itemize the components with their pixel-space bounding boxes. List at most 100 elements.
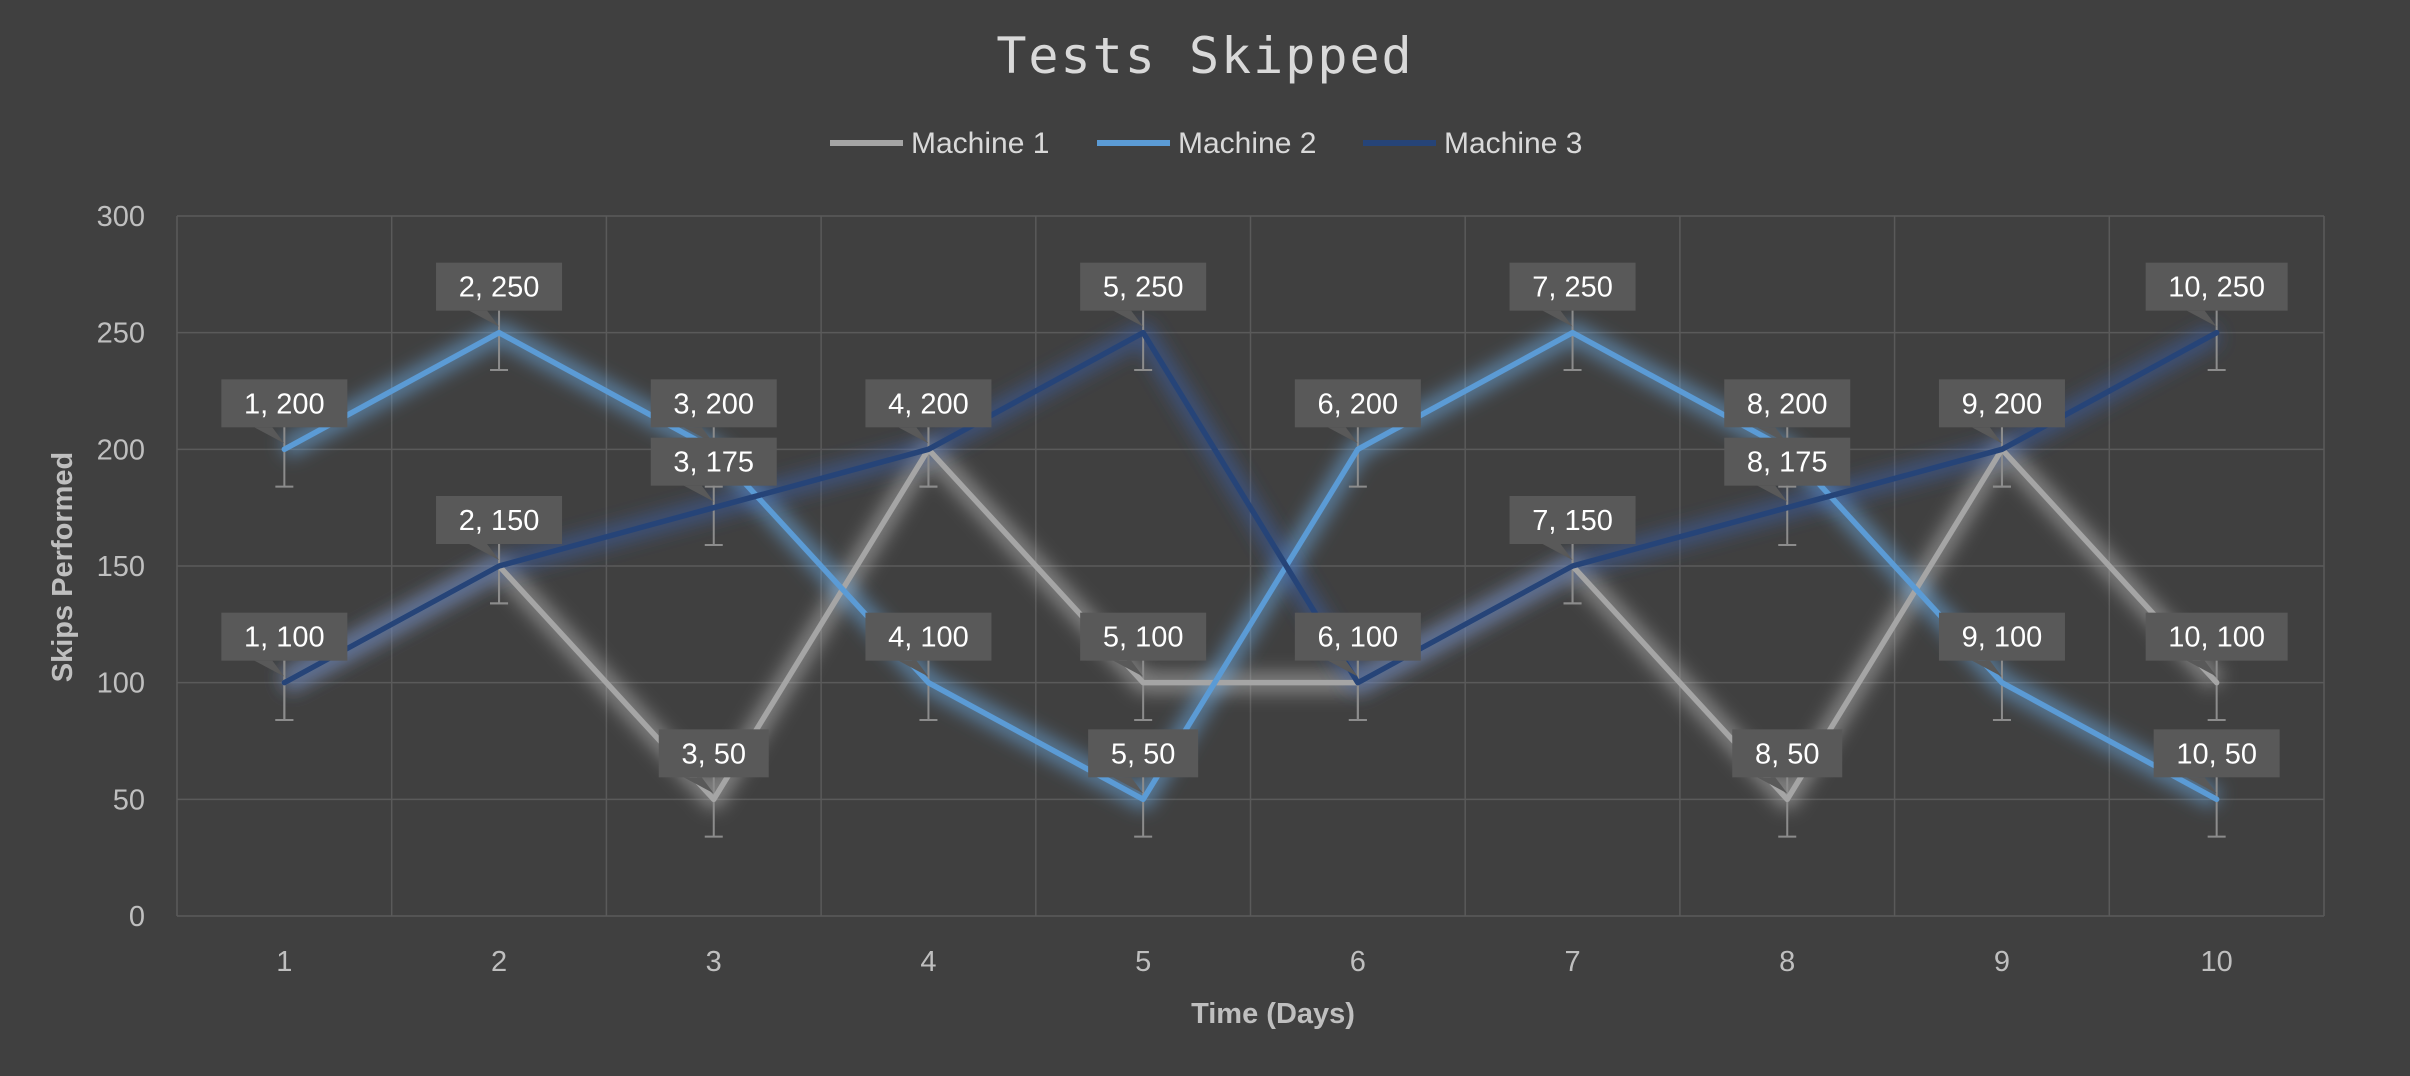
data-label: 5, 100 [1080,612,1207,677]
data-label-text: 1, 100 [244,622,325,654]
data-label-text: 5, 50 [1111,738,1176,770]
y-tick-label: 100 [97,668,145,700]
data-label-box [1938,379,2065,428]
x-tick-label: 1 [276,946,292,978]
data-label-text: 3, 200 [673,388,754,420]
data-label: 2, 150 [436,496,563,560]
y-tick-label: 250 [97,318,145,350]
data-label-pointer [898,427,929,444]
y-axis-ticks: 0 50 100 150 200 250 300 [97,201,145,933]
data-label-box [1080,262,1207,311]
data-label-box [436,496,563,544]
data-label: 1, 200 [221,379,348,444]
data-label: 10, 250 [2145,262,2288,327]
data-label-pointer [683,777,714,794]
data-label-text: 8, 175 [1747,447,1828,479]
data-label-box [1080,612,1207,661]
data-label-pointer [1113,310,1144,327]
data-label-pointer [1542,544,1573,560]
data-label-text: 6, 100 [1318,622,1399,654]
data-label-box [2145,612,2288,661]
data-label: 8, 175 [1724,437,1851,502]
x-tick-label: 7 [1564,946,1580,978]
data-label-pointer [1113,777,1144,794]
data-label: 2, 250 [436,262,563,327]
x-tick-label: 5 [1135,946,1151,978]
data-label-pointer [469,310,500,327]
y-tick-label: 200 [97,434,145,466]
data-label-pointer [2186,310,2217,327]
data-label-box [436,262,563,311]
data-label-box [1509,496,1636,544]
data-label-box [2153,729,2280,778]
data-label-text: 5, 250 [1103,272,1184,304]
data-label: 7, 250 [1509,262,1636,327]
data-label-text: 5, 100 [1103,622,1184,654]
data-label-text: 3, 50 [682,738,747,770]
data-labels: 1, 100 2, 150 3, 50 4, 200 5, 100 6, 100 7, 15… [221,262,2288,794]
data-label-box [221,379,348,428]
data-label-text: 8, 50 [1755,738,1820,770]
legend-label: Machine 2 [1178,127,1316,160]
data-label: 3, 200 [650,379,777,444]
data-label: 10, 50 [2153,729,2280,794]
data-label-pointer [1971,660,2002,677]
data-label: 1, 100 [221,612,348,677]
data-label-text: 10, 100 [2168,622,2265,654]
data-label-box [658,729,769,778]
data-label: 4, 100 [865,612,992,677]
data-label-pointer [1542,310,1573,327]
data-label-text: 3, 175 [673,447,754,479]
data-label: 3, 50 [658,729,769,794]
y-tick-label: 0 [129,901,145,933]
data-label-pointer [469,544,500,560]
data-label-pointer [254,427,285,444]
data-label: 3, 175 [650,437,777,502]
data-label-pointer [1757,777,1788,794]
x-tick-label: 9 [1994,946,2010,978]
data-label-pointer [898,660,929,677]
data-label-box [1509,262,1636,311]
data-label-text: 4, 200 [888,388,969,420]
data-label-box [650,437,777,486]
data-label-pointer [2186,777,2217,794]
data-label-pointer [2186,660,2217,677]
data-label: 10, 100 [2145,612,2288,677]
data-label: 9, 200 [1938,379,2065,444]
data-label-pointer [683,485,714,502]
data-label-pointer [1971,427,2002,444]
x-tick-label: 3 [706,946,722,978]
y-tick-label: 150 [97,551,145,583]
data-label: 7, 150 [1509,496,1636,560]
x-tick-label: 4 [920,946,936,978]
data-label: 6, 100 [1294,612,1421,677]
x-tick-label: 2 [491,946,507,978]
series-line [281,329,2220,803]
data-label-pointer [1327,660,1358,677]
data-label: 8, 50 [1732,729,1843,794]
series-line [281,329,2220,686]
data-label-box [865,379,992,428]
x-tick-label: 10 [2201,946,2233,978]
data-label: 4, 200 [865,379,992,444]
data-label: 5, 250 [1080,262,1207,327]
data-label-box [1088,729,1199,778]
series-lines [281,329,2220,803]
data-label-text: 10, 250 [2168,272,2265,304]
data-label-pointer [1327,427,1358,444]
data-label-text: 2, 250 [459,272,540,304]
data-label-box [2145,262,2288,311]
data-label-text: 7, 150 [1532,505,1613,537]
data-label-box [1294,379,1421,428]
data-label-text: 9, 100 [1962,622,2043,654]
x-axis-ticks: 1 2 3 4 5 6 7 8 9 10 [276,946,2233,978]
chart-title: Tests Skipped [996,27,1413,85]
data-label-pointer [254,660,285,677]
data-label-box [1724,379,1851,428]
x-axis-title: Time (Days) [1191,998,1355,1030]
data-label-box [1938,612,2065,661]
data-label: 5, 50 [1088,729,1199,794]
data-label-text: 2, 150 [459,505,540,537]
